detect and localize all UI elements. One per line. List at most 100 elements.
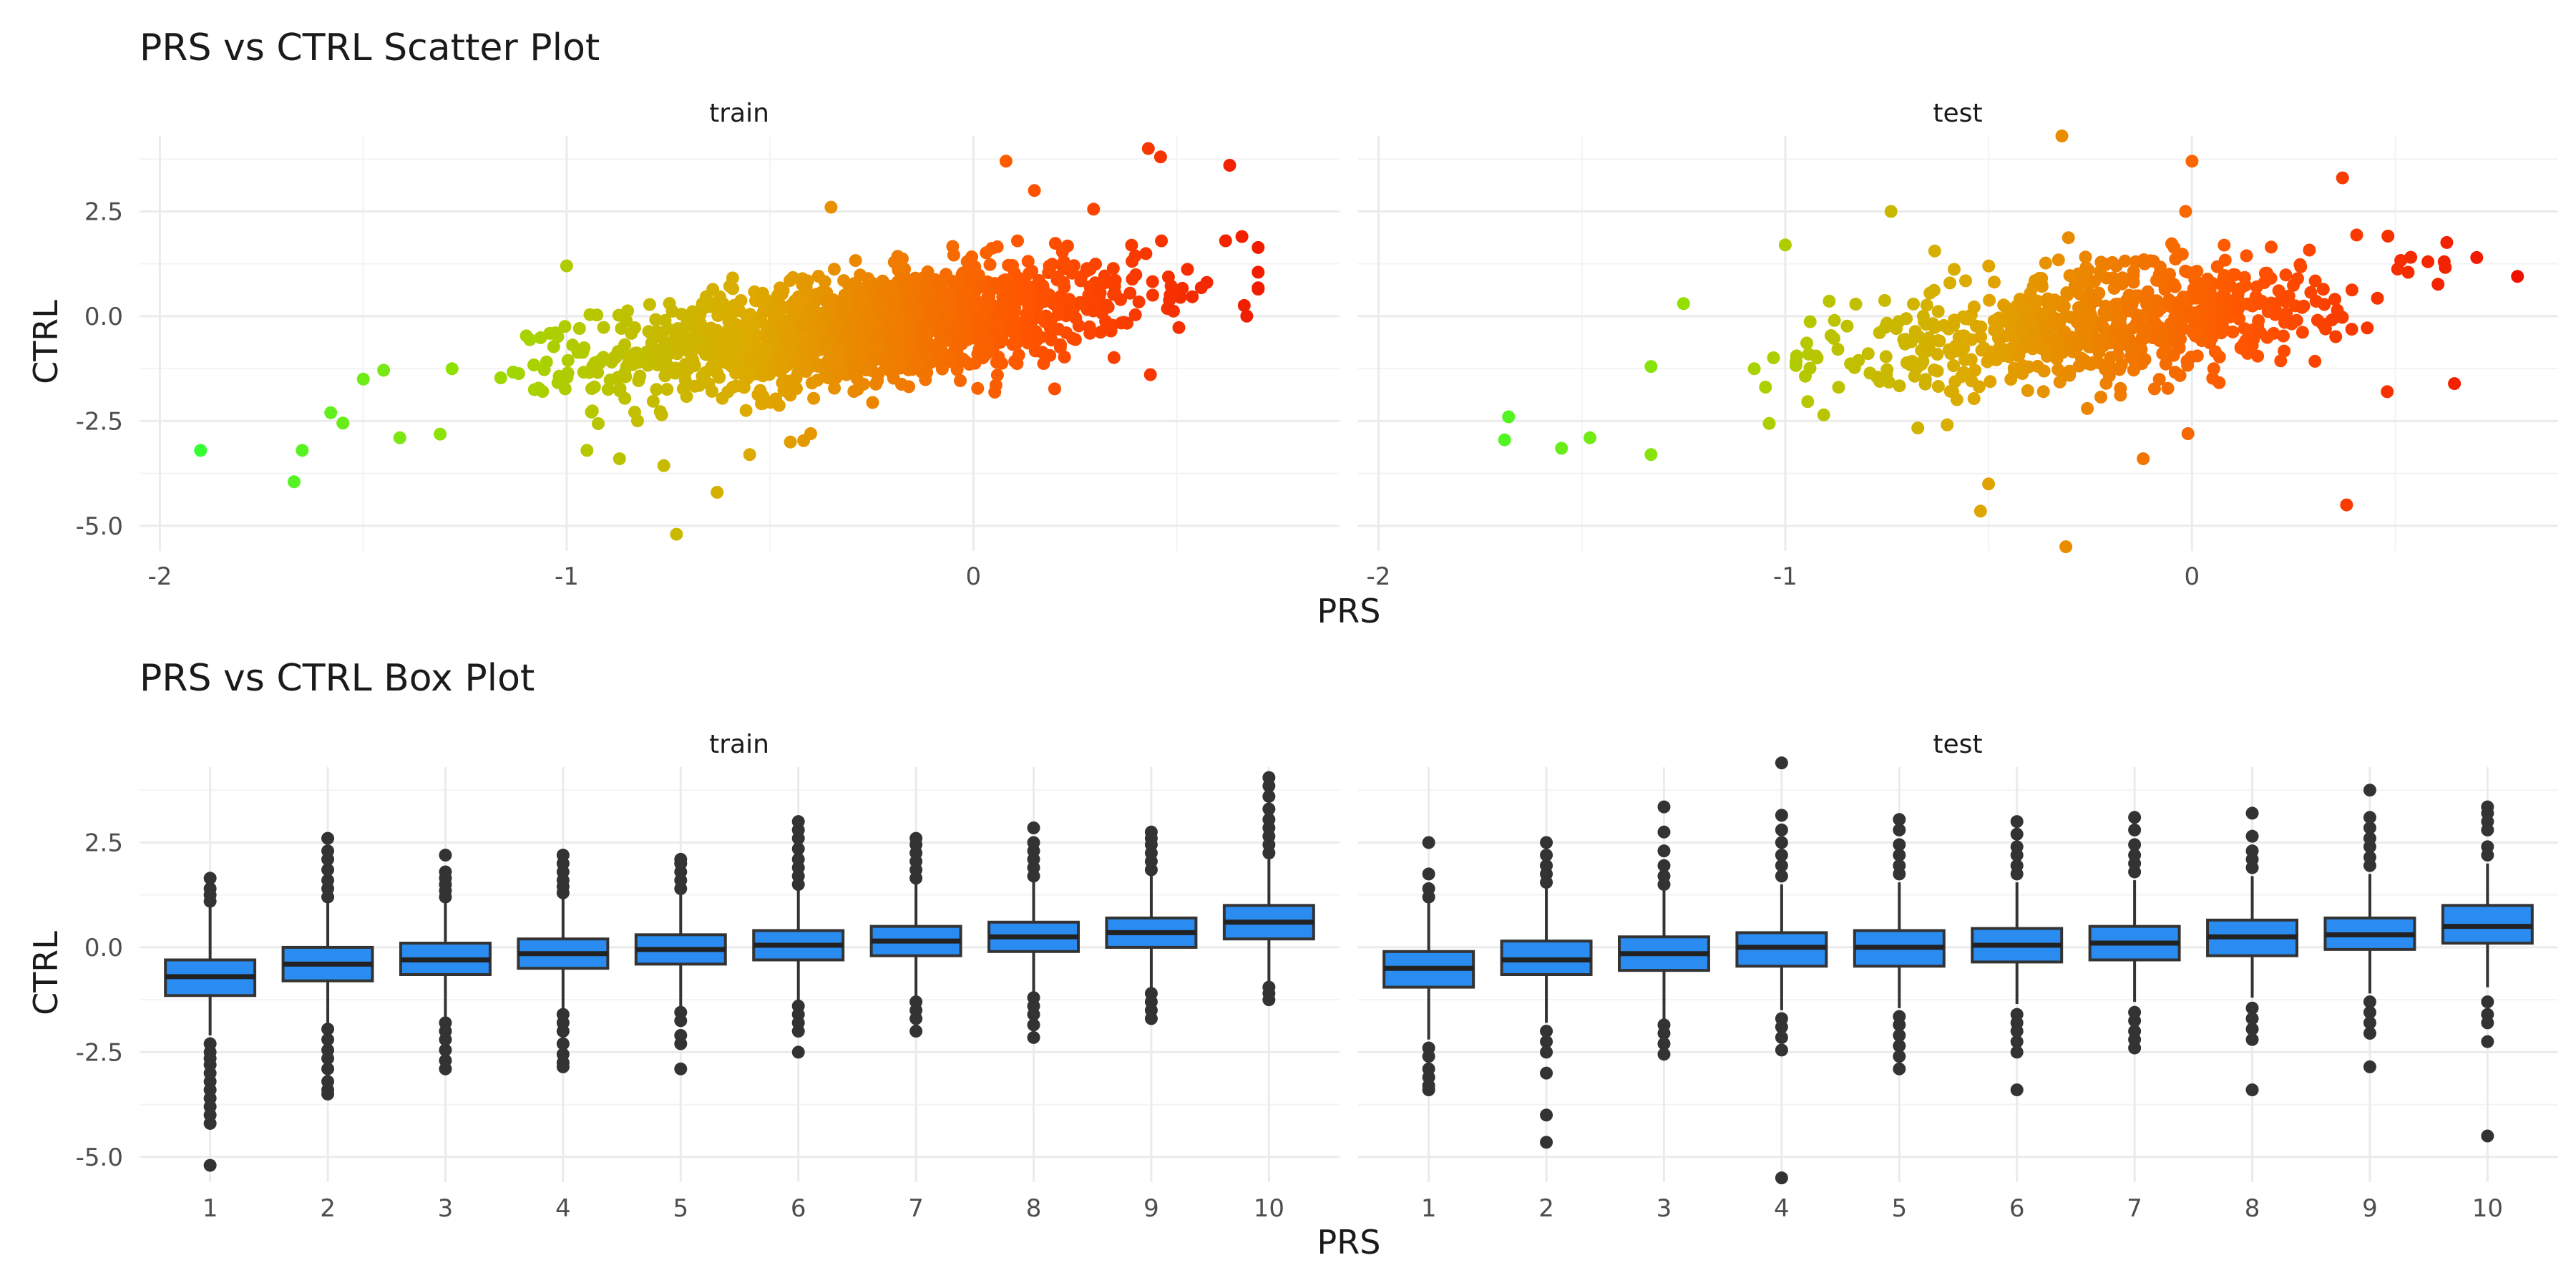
scatter-point: [678, 374, 692, 387]
scatter-point: [908, 302, 922, 316]
scatter-point: [993, 336, 1007, 349]
scatter-point: [1020, 328, 1034, 342]
scatter-point: [643, 298, 656, 311]
scatter-point: [2184, 309, 2197, 323]
scatter-point: [571, 346, 585, 359]
scatter-point: [917, 332, 931, 346]
scatter-point: [954, 374, 967, 387]
scatter-point: [536, 385, 550, 399]
scatter-point: [1644, 448, 1658, 462]
scatter-point: [1908, 325, 1922, 338]
box-outlier-point: [2128, 1041, 2142, 1055]
scatter-point: [527, 358, 541, 371]
scatter-point: [965, 250, 978, 263]
box-y-tick-label: 0.0: [84, 934, 123, 962]
scatter-point: [2094, 390, 2107, 404]
scatter-point: [1759, 381, 1772, 394]
scatter-point: [796, 291, 809, 304]
scatter-point: [1947, 359, 1961, 372]
scatter-point: [2064, 331, 2078, 344]
scatter-point: [2336, 171, 2349, 185]
box-outlier-point: [2245, 806, 2259, 820]
scatter-point: [1958, 312, 1972, 326]
box-outlier-point: [556, 1060, 570, 1073]
scatter-point: [2159, 357, 2172, 371]
box-outlier-point: [439, 1033, 452, 1046]
scatter-point: [1931, 305, 1945, 318]
scatter-point: [2061, 288, 2074, 302]
scatter-point: [592, 417, 605, 430]
box-outlier-point: [203, 882, 217, 895]
box-outlier-point: [2481, 1035, 2494, 1048]
box-outlier-point: [2481, 1016, 2494, 1030]
scatter-point: [2194, 317, 2207, 331]
scatter-point: [2260, 266, 2273, 280]
box-outlier-point: [2245, 844, 2259, 858]
scatter-points-layer: [194, 130, 2524, 554]
scatter-point: [2274, 354, 2288, 368]
scatter-point: [2014, 323, 2027, 336]
scatter-point: [926, 305, 940, 318]
scatter-point: [1884, 205, 1898, 218]
scatter-point: [922, 283, 936, 297]
scatter-point: [852, 346, 866, 360]
scatter-point: [912, 357, 925, 371]
scatter-point: [711, 486, 724, 499]
scatter-point: [769, 392, 783, 406]
scatter-point: [650, 383, 663, 396]
box-outlier-point: [2363, 1016, 2376, 1030]
box-outlier-point: [2481, 995, 2494, 1009]
scatter-point: [613, 452, 626, 466]
scatter-point: [873, 303, 887, 317]
scatter-point: [978, 303, 992, 316]
scatter-point: [935, 362, 949, 376]
scatter-point: [1984, 375, 1997, 389]
scatter-point: [572, 322, 586, 335]
scatter-point: [792, 306, 806, 320]
scatter-point: [2328, 293, 2341, 306]
scatter-point: [1982, 477, 1996, 491]
scatter-point: [723, 338, 736, 351]
scatter-point: [653, 405, 667, 419]
scatter-point: [601, 383, 615, 396]
scatter-point: [2361, 321, 2374, 335]
scatter-point: [1011, 234, 1024, 248]
box-x-tick-label: 1: [203, 1194, 218, 1223]
box-outlier-point: [1540, 1035, 1553, 1048]
scatter-point: [983, 258, 997, 271]
scatter-point: [558, 382, 572, 396]
scatter-point: [2190, 265, 2204, 278]
scatter-point: [2025, 292, 2039, 306]
box-outlier-point: [1262, 802, 1276, 816]
box-x-tick-label: 2: [320, 1194, 336, 1223]
box-outlier-point: [1893, 1050, 1906, 1063]
scatter-x-axis-title: PRS: [1317, 592, 1381, 630]
box-outlier-point: [2010, 859, 2024, 872]
scatter-point: [818, 275, 831, 288]
scatter-point: [2097, 321, 2110, 334]
scatter-point: [1052, 305, 1065, 318]
scatter-point: [946, 240, 960, 253]
scatter-point: [1943, 276, 1956, 290]
scatter-point: [2261, 305, 2275, 318]
box-outlier-point: [1422, 867, 1435, 881]
scatter-point: [1121, 316, 1133, 330]
scatter-point: [674, 323, 688, 337]
scatter-point: [2189, 329, 2202, 343]
scatter-point: [711, 366, 724, 380]
scatter-point: [2068, 278, 2082, 292]
scatter-point: [1762, 416, 1776, 430]
scatter-point: [830, 318, 843, 331]
scatter-point: [2161, 381, 2175, 395]
scatter-point: [2340, 498, 2353, 512]
scatter-point: [619, 370, 633, 384]
scatter-point: [756, 396, 770, 410]
scatter-point: [971, 381, 985, 395]
scatter-point: [1057, 255, 1070, 268]
scatter-point: [797, 345, 811, 358]
scatter-point: [885, 279, 899, 293]
scatter-point: [2309, 295, 2323, 308]
scatter-point: [2215, 326, 2228, 340]
scatter-point: [1677, 297, 1690, 311]
